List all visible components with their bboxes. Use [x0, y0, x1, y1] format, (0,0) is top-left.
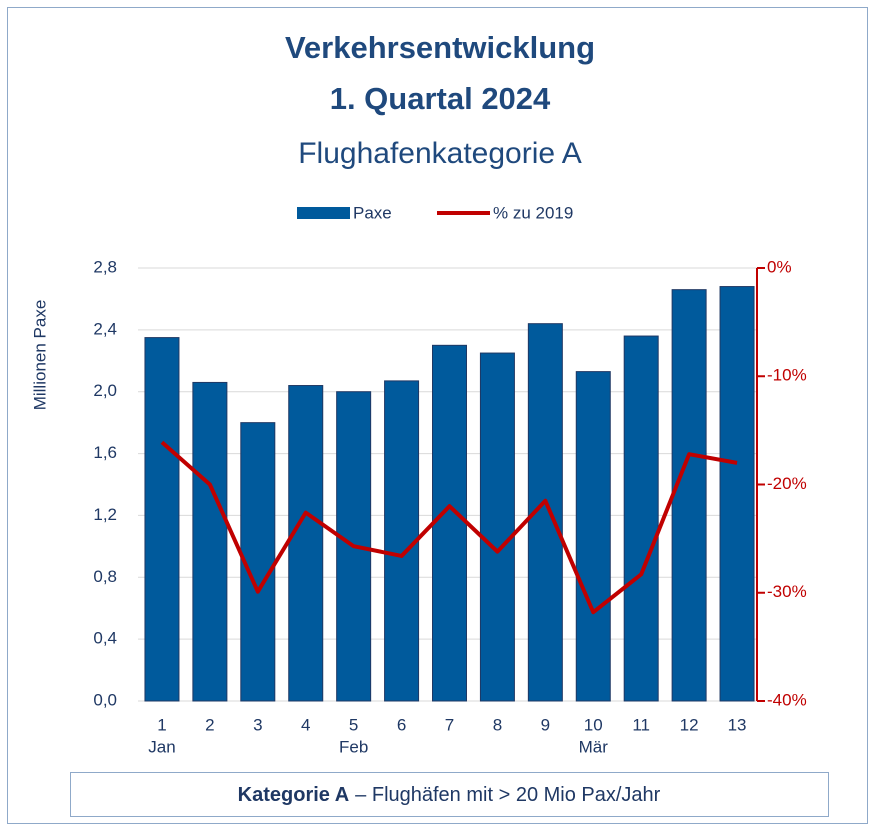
x-tick-label: 4 [301, 715, 310, 734]
legend-label: Paxe [353, 203, 392, 222]
x-tick-label: 6 [397, 715, 406, 734]
legend-swatch [297, 207, 350, 219]
x-tick-label: 7 [445, 715, 454, 734]
footnote-text: – Flughäfen mit > 20 Mio Pax/Jahr [355, 784, 660, 806]
bar [192, 381, 228, 702]
y-axis-title: Millionen Paxe [30, 300, 49, 411]
y-tick-label: 0,8 [93, 567, 117, 586]
bar [719, 286, 755, 702]
x-tick-label: 11 [632, 715, 650, 734]
y-tick-label: 0,4 [93, 629, 117, 648]
bar [432, 344, 467, 702]
month-label: Feb [339, 737, 368, 756]
bar [288, 385, 324, 702]
x-tick-label: 12 [680, 715, 699, 734]
bar [479, 352, 515, 702]
y-tick-label: 2,8 [93, 257, 117, 276]
bar [671, 289, 707, 702]
bar [575, 371, 611, 702]
month-label: Jan [148, 737, 175, 756]
x-tick-label: 5 [349, 715, 358, 734]
y-tick-label: 0,0 [93, 690, 117, 709]
bar [623, 335, 659, 702]
x-tick-label: 13 [728, 715, 747, 734]
y-tick-label: 1,2 [93, 505, 117, 524]
y-tick-label: 2,0 [93, 381, 117, 400]
footnote-bold: Kategorie A [238, 784, 350, 806]
footnote: Kategorie A – Flughäfen mit > 20 Mio Pax/… [238, 784, 661, 806]
x-tick-label: 2 [205, 715, 214, 734]
legend-label: % zu 2019 [493, 203, 573, 222]
bar [144, 337, 180, 702]
x-tick-label: 1 [157, 715, 166, 734]
x-tick-label: 8 [493, 715, 502, 734]
y2-tick-label: 0% [767, 257, 792, 276]
month-label: Mär [579, 737, 609, 756]
y2-tick-label: -20% [767, 474, 807, 493]
x-tick-label: 3 [253, 715, 262, 734]
y2-tick-label: -10% [767, 366, 807, 385]
x-tick-label: 10 [584, 715, 603, 734]
y2-tick-label: -30% [767, 582, 807, 601]
chart-subtitle: Flughafenkategorie A [298, 137, 582, 170]
y-tick-label: 1,6 [93, 443, 117, 462]
x-tick-label: 9 [541, 715, 550, 734]
chart-title: Verkehrsentwicklung [285, 30, 595, 65]
y-tick-label: 2,4 [93, 319, 117, 338]
y2-tick-label: -40% [767, 690, 807, 709]
line [160, 440, 738, 615]
footnote-box [70, 772, 829, 817]
chart-title: 1. Quartal 2024 [330, 81, 551, 116]
